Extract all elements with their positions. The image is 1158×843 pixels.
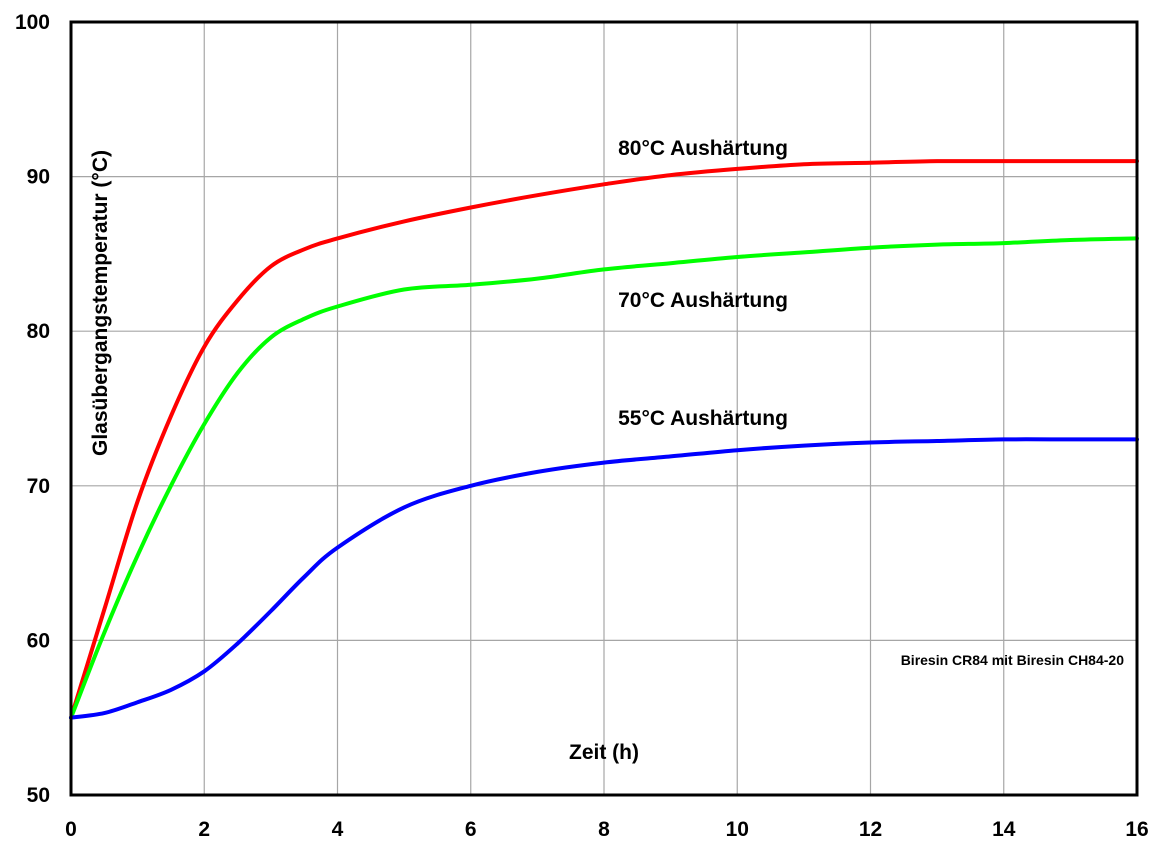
plot-frame: [69, 20, 1139, 797]
y-axis-label: Glasübergangstemperatur (°C): [89, 150, 112, 456]
x-tick-label: 10: [726, 818, 749, 841]
y-tick-label: 70: [27, 475, 50, 498]
chart-note: Biresin CR84 mit Biresin CH84-20: [901, 652, 1125, 668]
y-tick-label: 80: [27, 320, 50, 343]
y-tick-label: 60: [27, 629, 50, 652]
series-line-1: [69, 236, 1139, 720]
grid: [70, 21, 1138, 796]
y-tick-label: 50: [27, 784, 50, 807]
x-tick-label: 2: [198, 818, 210, 841]
x-tick-label: 8: [598, 818, 610, 841]
x-tick-label: 12: [859, 818, 882, 841]
series-label-2: 55°C Aushärtung: [618, 407, 788, 430]
y-tick-label: 100: [15, 11, 50, 34]
series-group: [69, 159, 1139, 720]
x-tick-label: 14: [992, 818, 1016, 841]
y-tick-labels: 50 60 70 80 90 100: [15, 11, 50, 807]
x-tick-label: 16: [1125, 818, 1148, 841]
series-line-2: [69, 437, 1139, 720]
x-tick-labels: 0 2 4 6 8 10 12 14 16: [65, 818, 1149, 841]
series-label-0: 80°C Aushärtung: [618, 137, 788, 160]
x-tick-label: 6: [465, 818, 477, 841]
x-tick-label: 4: [332, 818, 344, 841]
y-tick-label: 90: [27, 166, 50, 189]
series-line-0: [69, 159, 1139, 720]
series-label-1: 70°C Aushärtung: [618, 289, 788, 312]
x-axis-label: Zeit (h): [569, 741, 639, 764]
series-labels: 80°C Aushärtung 70°C Aushärtung 55°C Aushä…: [618, 137, 788, 430]
x-tick-label: 0: [65, 818, 77, 841]
